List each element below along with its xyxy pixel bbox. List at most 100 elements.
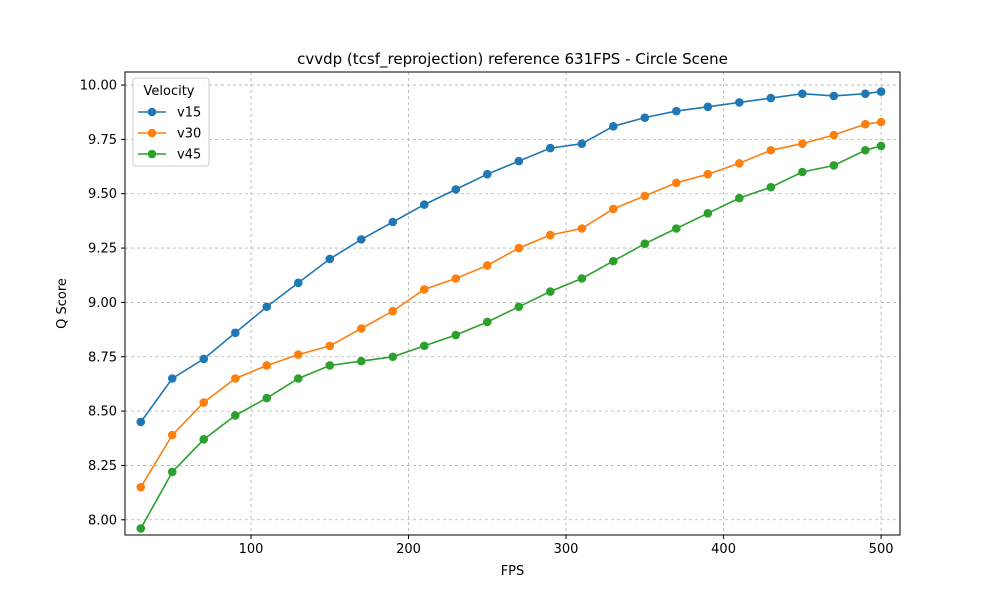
data-point-v30 — [293, 350, 303, 359]
data-point-v45 — [514, 302, 524, 312]
data-point-v45 — [766, 182, 776, 192]
legend-item-v45: v45 — [138, 148, 201, 163]
axes: 100 200 300 400 500 8.00 8.25 8.50 8.75 9.00 9.25 9… — [80, 71, 901, 557]
y-axis-label: Q Score — [55, 278, 70, 329]
data-point-v15 — [640, 113, 650, 122]
data-point-v15 — [293, 278, 303, 288]
data-point-v15 — [136, 417, 146, 427]
data-point-v45 — [861, 145, 870, 155]
data-point-v15 — [703, 102, 713, 112]
data-point-v45 — [167, 467, 177, 477]
data-point-v45 — [735, 193, 744, 203]
y-tick-label: 8.50 — [88, 405, 117, 420]
data-point-v30 — [640, 191, 650, 201]
x-tick-label: 200 — [396, 542, 421, 557]
data-point-v45 — [546, 287, 555, 296]
data-point-v15 — [876, 87, 886, 96]
data-point-v15 — [829, 91, 839, 101]
x-tick-label: 400 — [711, 542, 736, 557]
data-point-v30 — [419, 285, 429, 294]
data-point-v45 — [356, 356, 366, 366]
data-series — [136, 87, 886, 533]
data-point-v30 — [514, 243, 524, 253]
data-point-v45 — [419, 341, 429, 351]
legend-label-v30: v30 — [177, 127, 201, 142]
legend-box — [132, 77, 210, 167]
data-point-v15 — [609, 122, 618, 131]
y-tick-label: 8.75 — [88, 350, 117, 365]
series-v45 — [136, 141, 886, 533]
y-tick-label: 9.50 — [88, 187, 117, 202]
data-point-v15 — [861, 89, 870, 99]
data-point-v30 — [672, 178, 681, 188]
data-point-v15 — [672, 106, 681, 116]
data-point-v45 — [829, 161, 839, 170]
data-point-v45 — [451, 330, 461, 340]
data-point-v30 — [546, 230, 555, 240]
y-tick-label: 8.25 — [88, 459, 117, 474]
data-point-v45 — [262, 393, 272, 403]
data-point-v30 — [167, 430, 177, 440]
data-point-v30 — [325, 341, 335, 351]
data-point-v15 — [167, 374, 177, 383]
x-tick-label: 500 — [869, 542, 894, 557]
data-point-v45 — [482, 317, 492, 327]
data-point-v15 — [514, 156, 524, 166]
x-tick-label: 300 — [554, 542, 579, 557]
grid-lines — [125, 72, 900, 535]
data-point-v15 — [451, 185, 461, 194]
data-point-v15 — [356, 235, 366, 244]
y-tick-label: 9.75 — [88, 133, 117, 148]
data-point-v30 — [199, 398, 209, 407]
data-point-v30 — [861, 119, 870, 129]
data-point-v15 — [262, 302, 272, 312]
data-point-v30 — [735, 158, 744, 168]
data-point-v45 — [230, 411, 240, 420]
data-point-v30 — [230, 374, 240, 383]
data-point-v45 — [577, 274, 587, 283]
x-axis-label: FPS — [501, 564, 525, 579]
data-point-v45 — [136, 524, 146, 533]
legend-item-v30: v30 — [138, 127, 201, 142]
data-point-v15 — [419, 200, 429, 209]
data-point-v30 — [388, 306, 398, 316]
data-point-v45 — [672, 224, 681, 233]
data-point-v30 — [703, 169, 713, 179]
plot-frame — [124, 71, 901, 536]
data-point-v45 — [798, 167, 807, 177]
data-point-v15 — [577, 139, 587, 149]
legend-item-v15: v15 — [138, 106, 201, 121]
data-point-v15 — [482, 169, 492, 179]
data-point-v45 — [388, 352, 398, 362]
y-tick-label: 8.00 — [88, 513, 117, 528]
data-point-v30 — [798, 139, 807, 149]
legend-label-v15: v15 — [177, 106, 201, 121]
x-tick-label: 100 — [239, 542, 264, 557]
y-tick-label: 9.00 — [88, 296, 117, 311]
legend-marker-v45 — [147, 149, 157, 159]
data-point-v15 — [388, 217, 398, 227]
chart-title: cvvdp (tcsf_reprojection) reference 631F… — [297, 50, 728, 69]
data-point-v30 — [356, 324, 366, 333]
legend-label-v45: v45 — [177, 148, 201, 163]
data-point-v15 — [546, 143, 555, 153]
data-point-v30 — [262, 361, 272, 370]
data-point-v45 — [640, 239, 650, 249]
data-point-v15 — [199, 354, 209, 364]
data-point-v30 — [876, 117, 886, 127]
data-point-v30 — [451, 274, 461, 283]
data-point-v45 — [325, 361, 335, 370]
data-point-v15 — [325, 254, 335, 264]
data-point-v30 — [829, 130, 839, 140]
y-tick-label: 9.25 — [88, 242, 117, 257]
data-point-v30 — [482, 261, 492, 270]
legend: Velocity v15 v30 v45 — [132, 77, 210, 167]
data-point-v45 — [703, 208, 713, 218]
data-point-v15 — [766, 93, 776, 103]
data-point-v15 — [735, 98, 744, 107]
data-point-v30 — [136, 482, 146, 492]
legend-title: Velocity — [144, 84, 195, 99]
y-tick-label: 10.00 — [80, 79, 117, 94]
